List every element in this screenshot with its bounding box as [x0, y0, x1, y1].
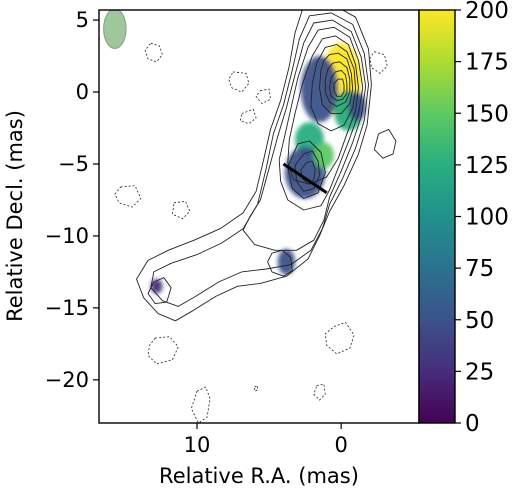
contour-solid-0 — [136, 10, 372, 322]
contour-solid-14 — [147, 277, 172, 305]
colorbar-tick-label: 50 — [465, 308, 494, 334]
colorbar-tick-label: 25 — [465, 359, 494, 385]
contour-solid-2 — [242, 19, 367, 251]
y-tick-label: −20 — [45, 368, 89, 392]
beam-ellipse — [103, 10, 127, 49]
y-tick-label: −15 — [45, 296, 89, 320]
y-tick-label: 0 — [76, 80, 89, 104]
contour-solid-10 — [287, 140, 326, 199]
y-axis-label: Relative Decl. (mas) — [3, 110, 27, 322]
colorbar: 0 25 50 75 100 125 150 175 200 — [418, 0, 509, 437]
colorbar-tick-label: 75 — [465, 256, 494, 282]
colorbar-tick-label: 125 — [465, 153, 509, 179]
y-tick-label: −10 — [45, 224, 89, 248]
colorbar-fill — [419, 10, 455, 423]
contour-dashed-6 — [114, 185, 142, 208]
x-tick-label: 0 — [334, 433, 347, 457]
colorbar-tick-label: 175 — [465, 50, 509, 76]
contour-solid-1 — [150, 12, 369, 307]
contour-dashed-4 — [369, 51, 388, 74]
contour-solid-5 — [310, 44, 357, 132]
contour-dashed-11 — [254, 384, 258, 392]
contour-solid-4 — [287, 35, 359, 185]
x-axis: 10 0 — [184, 423, 348, 457]
contour-dashed-9 — [190, 386, 211, 423]
contour-dashed-10 — [313, 383, 326, 401]
colorbar-ticks: 0 25 50 75 100 125 150 175 200 — [455, 0, 509, 437]
cut-line — [282, 162, 328, 195]
contour-solid-9 — [333, 78, 345, 97]
colorbar-tick-label: 100 — [465, 205, 509, 231]
overlay-layer — [103, 10, 328, 195]
x-tick-label: 10 — [184, 433, 211, 457]
contour-solid-13 — [373, 128, 397, 159]
contour-dashed-2 — [239, 108, 257, 125]
contour-solid-6 — [319, 52, 354, 115]
y-tick-label: 5 — [76, 8, 89, 32]
contour-solid-7 — [324, 61, 351, 107]
contour-solid-15 — [267, 249, 293, 277]
contour-solid-3 — [278, 26, 364, 211]
contour-dashed-7 — [147, 336, 179, 365]
color-blob-6 — [313, 142, 334, 169]
contour-layer — [114, 10, 397, 423]
contour-dashed-1 — [228, 71, 250, 93]
colorbar-tick-label: 200 — [465, 0, 509, 24]
contour-dashed-5 — [172, 200, 191, 220]
plot-background — [99, 10, 419, 423]
contour-dashed-0 — [144, 42, 163, 63]
x-axis-label: Relative R.A. (mas) — [159, 464, 359, 488]
y-tick-label: −5 — [58, 152, 89, 176]
y-axis: 5 0 −5 −10 −15 −20 — [45, 8, 99, 392]
colorbar-tick-label: 150 — [465, 101, 509, 127]
contour-dashed-8 — [324, 321, 355, 355]
colorbar-tick-label: 0 — [465, 411, 480, 437]
color-blob-7 — [277, 248, 296, 275]
contour-solid-8 — [329, 69, 348, 102]
